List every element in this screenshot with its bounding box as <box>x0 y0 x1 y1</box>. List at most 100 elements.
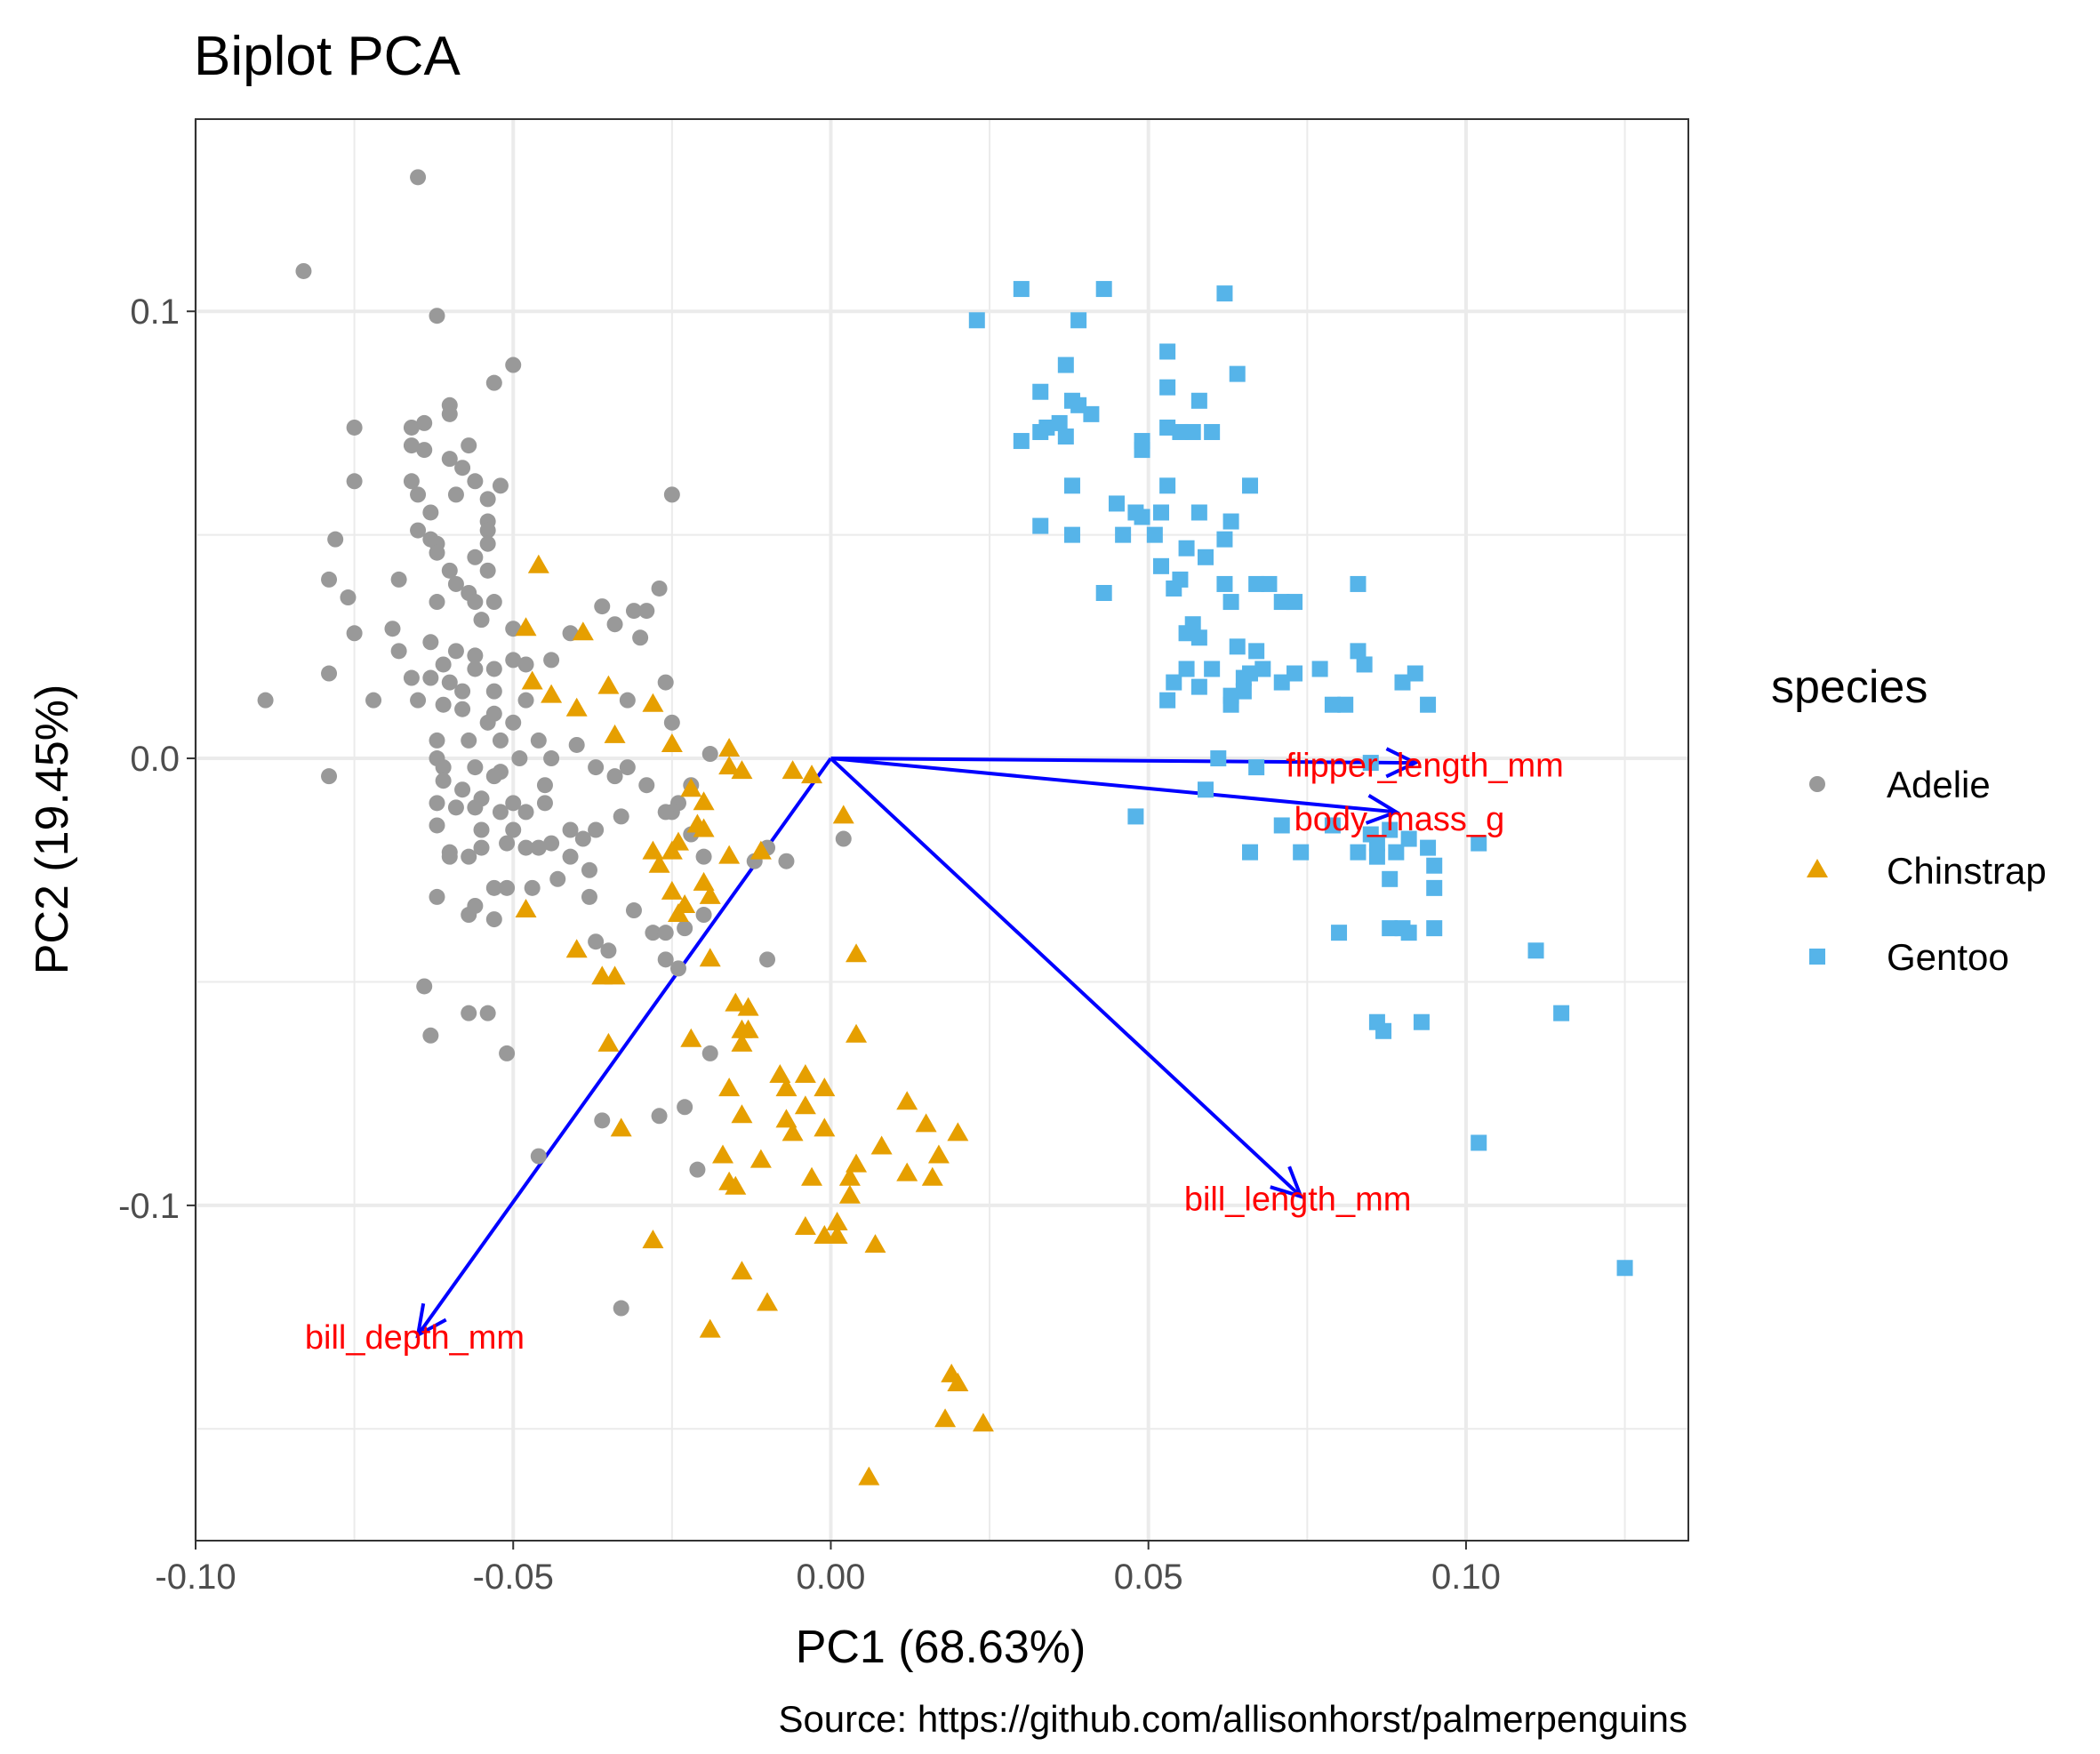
point-gentoo <box>1286 665 1303 682</box>
point-adelie <box>429 795 445 812</box>
point-chinstrap <box>680 1028 702 1047</box>
point-chinstrap <box>718 845 741 864</box>
point-gentoo <box>1216 285 1233 302</box>
point-adelie <box>619 692 636 709</box>
point-gentoo <box>1471 835 1487 852</box>
point-adelie <box>435 696 452 713</box>
y-axis: -0.1 0.0 0.1 <box>118 292 196 1226</box>
point-chinstrap <box>947 1372 969 1391</box>
point-gentoo <box>1159 419 1176 436</box>
point-gentoo <box>1426 879 1443 896</box>
point-gentoo <box>1616 1260 1633 1277</box>
point-gentoo <box>1083 405 1100 422</box>
point-adelie <box>695 848 712 865</box>
point-adelie <box>677 920 693 937</box>
point-adelie <box>657 951 674 968</box>
x-tick-label: 0.05 <box>1114 1558 1183 1597</box>
point-gentoo <box>1400 925 1417 941</box>
point-adelie <box>403 473 420 490</box>
point-gentoo <box>1368 835 1385 852</box>
point-adelie <box>429 817 445 834</box>
point-chinstrap <box>565 939 588 958</box>
point-gentoo <box>1388 844 1405 861</box>
point-chinstrap <box>648 853 670 873</box>
x-axis: -0.10 -0.05 0.00 0.05 0.10 <box>155 1541 1501 1597</box>
x-tick-label: -0.05 <box>473 1558 554 1597</box>
point-chinstrap <box>757 1292 779 1311</box>
point-adelie <box>530 732 547 749</box>
point-gentoo <box>1375 1022 1392 1039</box>
point-adelie <box>536 795 553 812</box>
point-gentoo <box>1368 848 1385 865</box>
point-adelie <box>429 594 445 611</box>
point-adelie <box>461 437 477 454</box>
point-chinstrap <box>864 1234 886 1253</box>
point-adelie <box>384 621 401 637</box>
point-gentoo <box>1229 638 1246 655</box>
point-gentoo <box>1159 692 1176 709</box>
point-chinstrap <box>731 1104 753 1124</box>
point-gentoo <box>1032 383 1049 400</box>
point-gentoo <box>1222 696 1239 713</box>
point-gentoo <box>1032 423 1049 440</box>
point-gentoo <box>1527 942 1544 959</box>
point-adelie <box>588 821 605 838</box>
point-adelie <box>511 750 528 767</box>
point-chinstrap <box>693 818 715 837</box>
loading-label: body_mass_g <box>1294 801 1505 838</box>
point-adelie <box>581 888 597 905</box>
point-adelie <box>677 1099 693 1116</box>
point-adelie <box>441 674 458 691</box>
point-adelie <box>447 575 464 592</box>
point-adelie <box>340 589 357 606</box>
point-adelie <box>479 1005 496 1021</box>
point-gentoo <box>1172 423 1189 440</box>
point-gentoo <box>1198 549 1214 565</box>
point-adelie <box>549 870 566 887</box>
point-adelie <box>416 442 433 459</box>
point-adelie <box>447 486 464 503</box>
point-adelie <box>467 759 484 776</box>
point-adelie <box>613 808 629 825</box>
point-adelie <box>588 933 605 950</box>
point-adelie <box>759 951 776 968</box>
point-adelie <box>435 773 452 789</box>
point-gentoo <box>1159 343 1176 360</box>
point-adelie <box>479 535 496 552</box>
point-gentoo <box>1159 477 1176 494</box>
point-adelie <box>543 835 560 852</box>
point-adelie <box>473 839 490 856</box>
point-adelie <box>588 759 605 776</box>
point-chinstrap <box>604 965 626 985</box>
point-adelie <box>473 821 490 838</box>
point-chinstrap <box>693 791 715 811</box>
point-gentoo <box>1471 1134 1487 1151</box>
point-gentoo <box>1293 844 1310 861</box>
point-adelie <box>429 732 445 749</box>
x-tick-label: 0.10 <box>1431 1558 1501 1597</box>
point-gentoo <box>1242 844 1259 861</box>
point-gentoo <box>1235 669 1252 686</box>
point-gentoo <box>1152 557 1169 574</box>
point-gentoo <box>1254 661 1271 677</box>
point-adelie <box>689 1161 706 1178</box>
point-adelie <box>410 486 427 503</box>
point-adelie <box>505 356 522 373</box>
point-adelie <box>695 907 712 924</box>
point-adelie <box>441 405 458 422</box>
point-chinstrap <box>661 880 683 900</box>
point-adelie <box>410 692 427 709</box>
point-adelie <box>321 571 338 588</box>
point-gentoo <box>1178 661 1195 677</box>
point-chinstrap <box>775 1109 798 1128</box>
point-adelie <box>530 839 547 856</box>
point-gentoo <box>1210 750 1227 767</box>
point-gentoo <box>1095 281 1112 298</box>
point-chinstrap <box>699 1318 721 1338</box>
point-gentoo <box>1013 281 1030 298</box>
point-adelie <box>454 781 471 798</box>
point-gentoo <box>1190 392 1207 409</box>
x-tick-label: -0.10 <box>155 1558 236 1597</box>
point-gentoo <box>1286 594 1303 611</box>
